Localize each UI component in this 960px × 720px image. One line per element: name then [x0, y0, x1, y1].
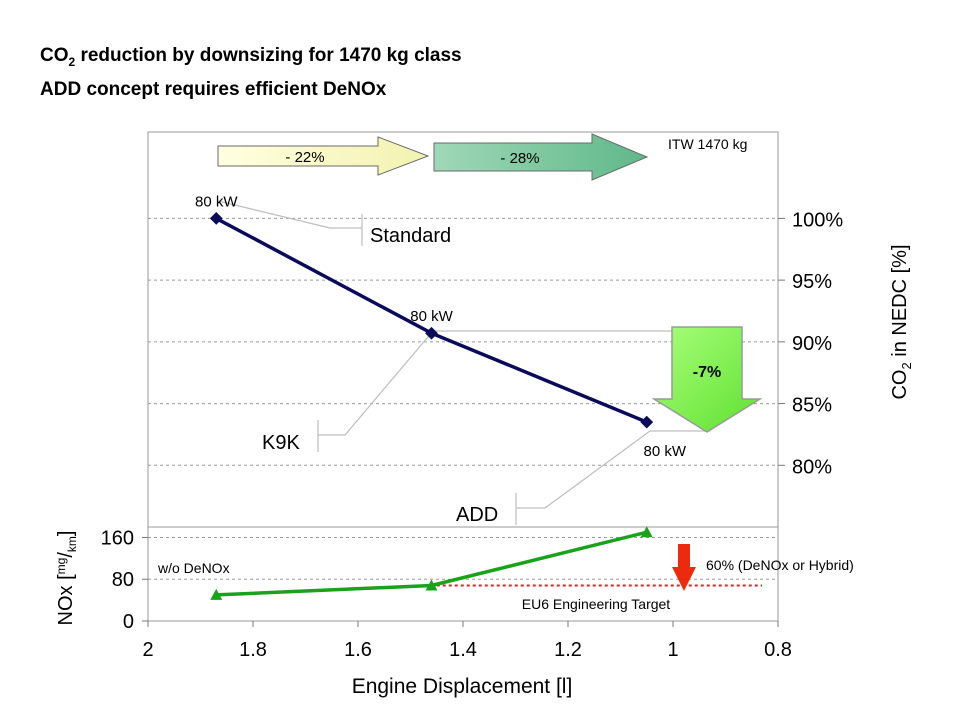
callout-add: ADD [456, 504, 498, 526]
co2-tick-label: 95% [792, 271, 832, 293]
eu6-target-label: EU6 Engineering Target [522, 596, 671, 612]
reduction-arrow-7: -7% [651, 326, 763, 433]
x-axis-title: Engine Displacement [l] [352, 675, 573, 698]
nox-y-ticks: 0 80 160 [101, 527, 148, 633]
arrow-28-label: - 28% [500, 150, 539, 167]
nox-plot-frame [147, 526, 779, 622]
nox-point [640, 526, 653, 538]
x-tick-label: 0.8 [764, 639, 792, 661]
co2-tick-label: 100% [792, 209, 843, 231]
x-tick-label: 1.2 [554, 639, 582, 661]
nox-tick-label: 80 [112, 569, 134, 591]
co2-series: 80 kW 80 kW 80 kW [195, 193, 687, 460]
co2-y-ticks: 80% 85% 90% 95% 100% [778, 209, 843, 478]
chart-title: CO2 reduction by downsizing for 1470 kg … [40, 42, 462, 104]
nox-axis-title: NOx [mg/km] [54, 531, 79, 626]
reduction-arrow-28: - 28% [433, 133, 649, 181]
nox-annotation-left: w/o DeNOx [157, 560, 230, 576]
x-tick-label: 1.4 [449, 639, 477, 661]
arrow-7-label: -7% [693, 364, 721, 381]
title-line-2: ADD concept requires efficient DeNOx [40, 78, 387, 100]
nox-annotation-right: 60% (DeNOx or Hybrid) [706, 557, 854, 573]
co2-point [425, 326, 438, 340]
nox-reduction-arrow [672, 544, 696, 591]
co2-point [209, 212, 223, 225]
title-line-1: CO2 reduction by downsizing for 1470 kg … [40, 45, 462, 69]
corner-label: ITW 1470 kg [668, 136, 747, 152]
nox-tick-label: 0 [123, 611, 134, 633]
nox-series [210, 526, 653, 600]
co2-tick-label: 85% [792, 395, 832, 417]
x-tick-label: 1 [667, 639, 678, 661]
x-tick-label: 2 [142, 639, 153, 661]
x-axis: 2 1.8 1.6 1.4 1.2 1 0.8 [142, 621, 792, 661]
nox-point [210, 588, 223, 600]
arrow-22-label: - 22% [285, 149, 324, 166]
co2-point-label: 80 kW [410, 308, 453, 325]
callout-k9k: K9K [262, 432, 300, 454]
x-tick-label: 1.6 [344, 639, 372, 661]
co2-axis-title: CO2 in NEDC [%] [889, 244, 914, 399]
co2-tick-label: 90% [792, 333, 832, 355]
callout-standard: Standard [370, 225, 451, 247]
co2-tick-label: 80% [792, 456, 832, 478]
nox-tick-label: 160 [101, 527, 134, 549]
reduction-arrow-22: - 22% [217, 136, 430, 176]
nox-point [425, 579, 438, 591]
co2-point-label: 80 kW [643, 443, 686, 460]
x-tick-label: 1.8 [239, 639, 267, 661]
co2-point-label: 80 kW [195, 193, 238, 210]
